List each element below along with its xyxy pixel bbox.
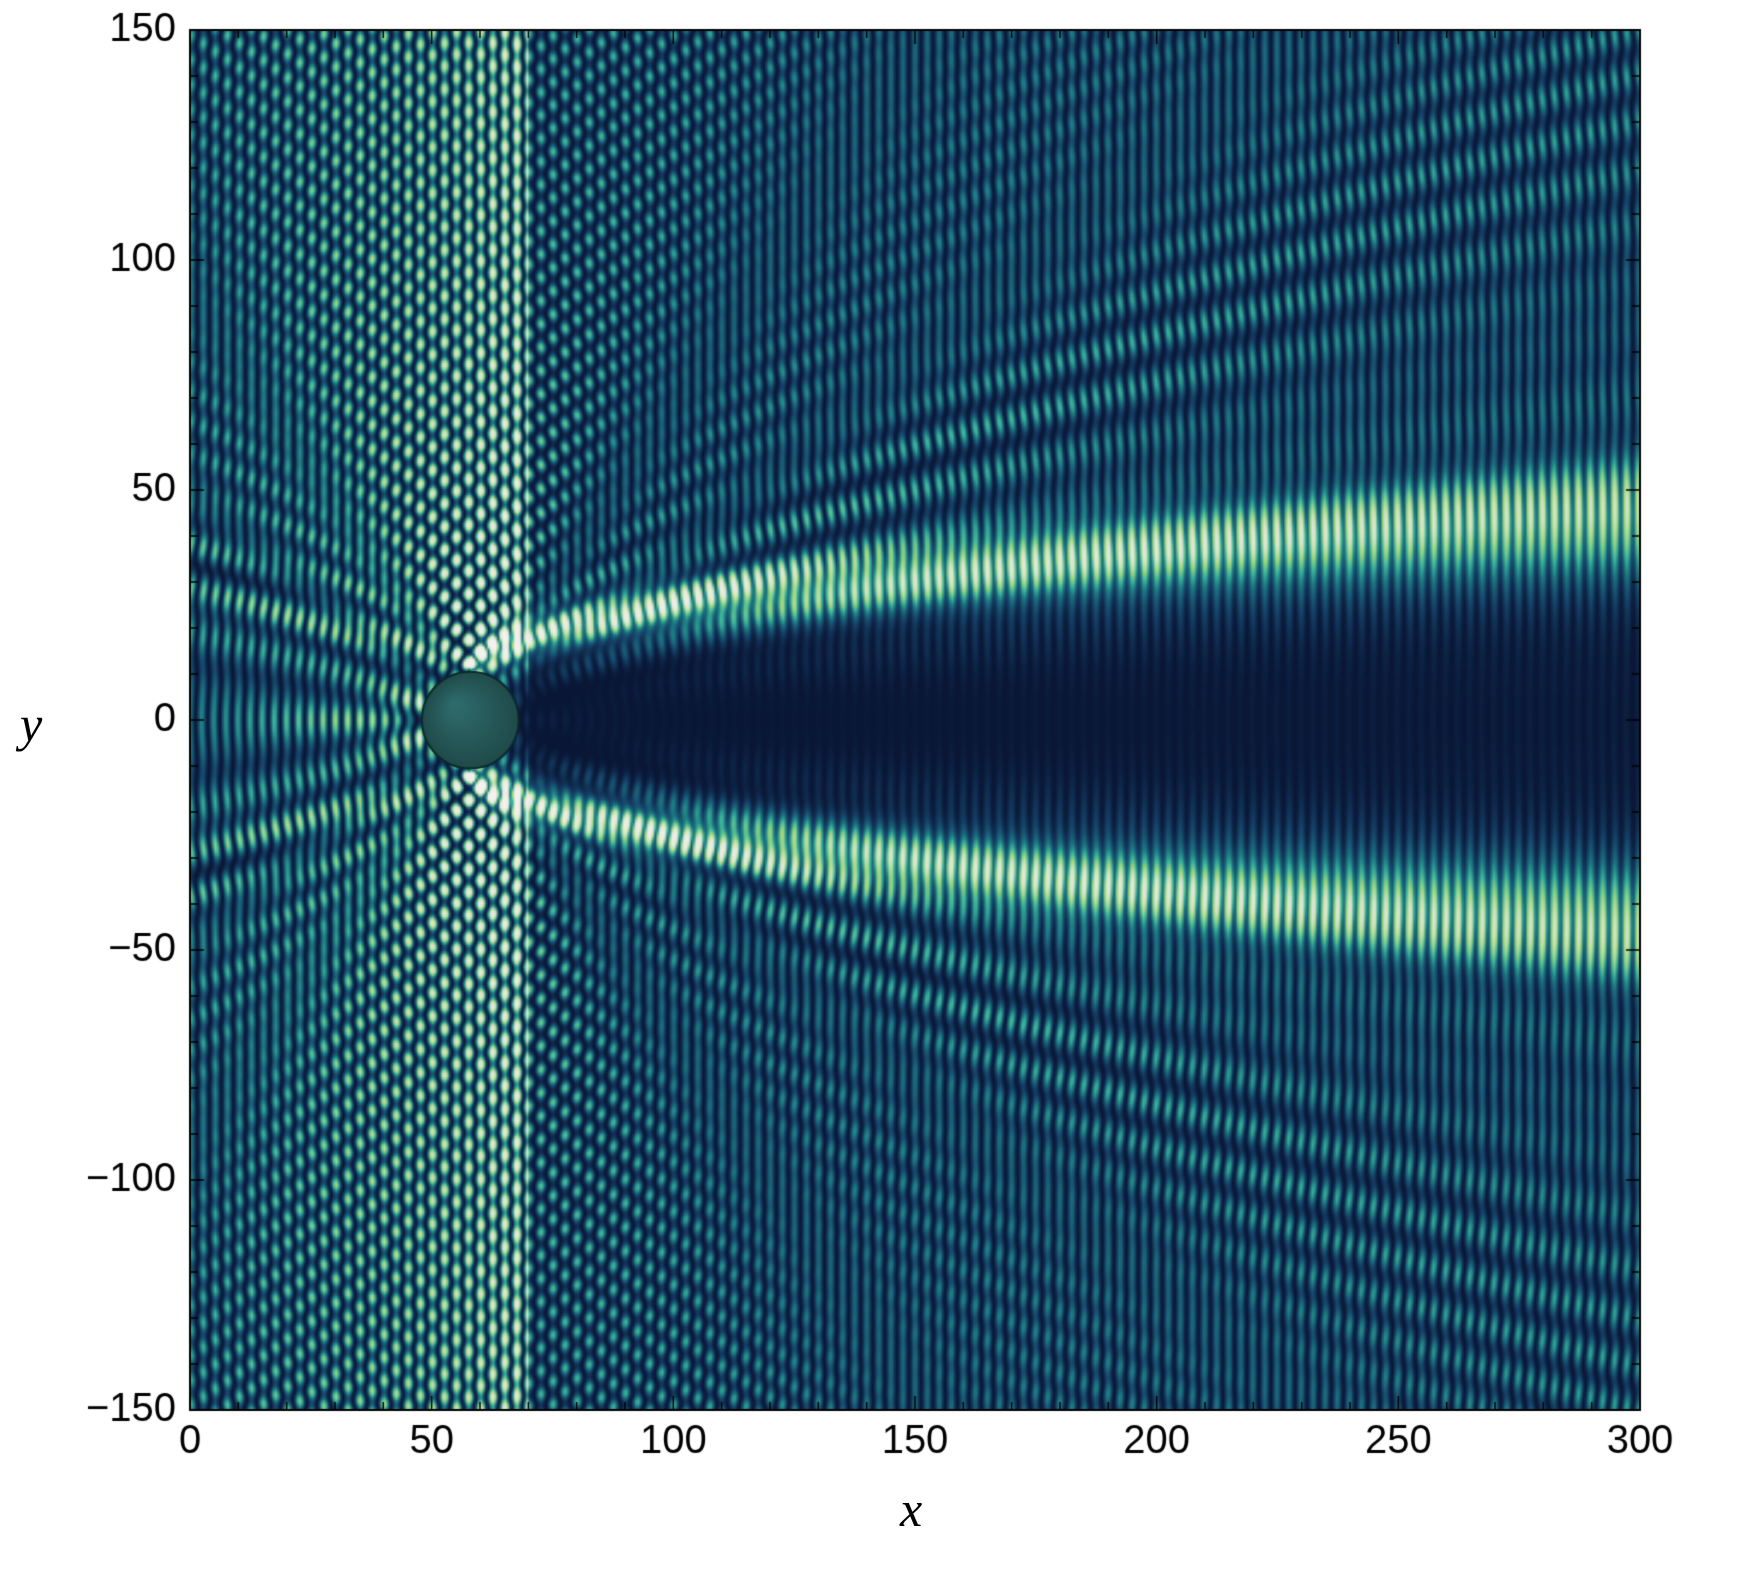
y-axis-label: y	[20, 695, 42, 753]
figure-container: x y	[0, 0, 1748, 1596]
x-axis-label: x	[900, 1480, 922, 1538]
wave-field-plot	[0, 0, 1748, 1596]
